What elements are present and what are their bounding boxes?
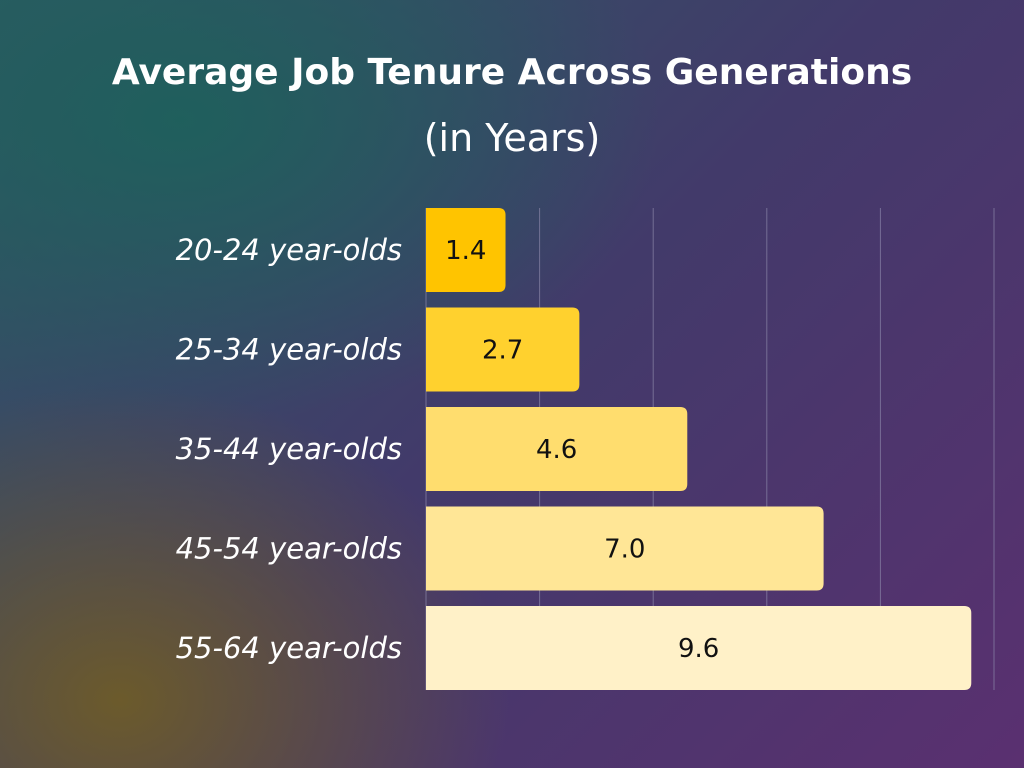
category-label: 55-64 year-olds bbox=[176, 631, 402, 665]
value-label: 4.6 bbox=[536, 435, 577, 465]
value-label: 2.7 bbox=[482, 336, 523, 366]
bar bbox=[426, 208, 506, 292]
chart-subtitle: (in Years) bbox=[423, 116, 601, 160]
value-label: 9.6 bbox=[678, 634, 719, 664]
category-label: 20-24 year-olds bbox=[176, 233, 402, 267]
value-label: 7.0 bbox=[604, 535, 645, 565]
category-label: 25-34 year-olds bbox=[176, 333, 402, 367]
category-label: 35-44 year-olds bbox=[176, 432, 402, 466]
value-label: 1.4 bbox=[445, 236, 486, 266]
bar bbox=[426, 407, 688, 491]
bar bbox=[426, 307, 580, 392]
chart-title: Average Job Tenure Across Generations bbox=[111, 52, 913, 93]
bar bbox=[426, 606, 972, 690]
category-label: 45-54 year-olds bbox=[176, 532, 402, 566]
bar bbox=[426, 506, 824, 591]
